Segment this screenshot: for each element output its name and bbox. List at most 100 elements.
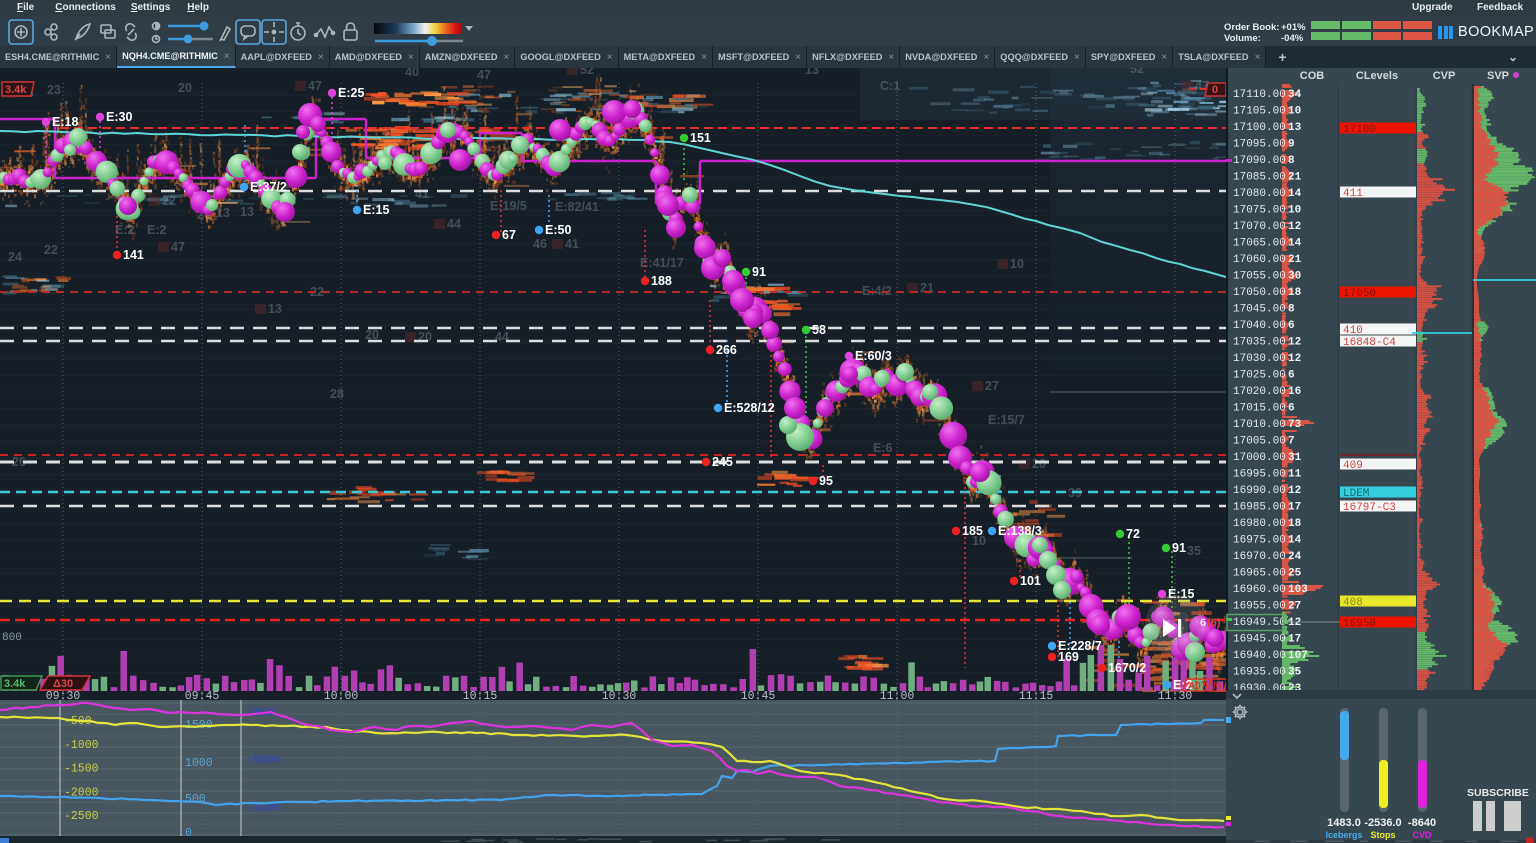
- svg-text:73: 73: [1288, 419, 1302, 431]
- svg-text:(6): (6): [1207, 617, 1221, 629]
- svg-text:409: 409: [1343, 460, 1363, 472]
- svg-text:Δ30: Δ30: [53, 678, 73, 690]
- svg-text:41: 41: [565, 237, 579, 251]
- svg-text:16990.00: 16990.00: [1233, 485, 1286, 497]
- svg-text:22: 22: [310, 285, 324, 299]
- svg-text:E:138/3: E:138/3: [998, 524, 1042, 538]
- svg-text:17050.00: 17050.00: [1233, 287, 1286, 299]
- svg-text:12: 12: [1288, 485, 1301, 497]
- svg-text:13: 13: [240, 205, 254, 219]
- svg-text:17050: 17050: [1343, 288, 1376, 300]
- svg-text:E:4/2: E:4/2: [862, 284, 892, 298]
- svg-text:E:15/7: E:15/7: [988, 413, 1025, 427]
- svg-text:91: 91: [1172, 541, 1186, 555]
- svg-text:44: 44: [447, 217, 461, 231]
- svg-text:E:2: E:2: [115, 223, 135, 237]
- svg-text:-1500: -1500: [64, 763, 99, 776]
- svg-text:500: 500: [185, 793, 206, 806]
- svg-text:41: 41: [415, 187, 429, 201]
- svg-text:16940.00: 16940.00: [1233, 650, 1286, 662]
- svg-text:E:30: E:30: [106, 110, 132, 124]
- svg-text:CVD: CVD: [1412, 830, 1432, 840]
- svg-text:17080.00: 17080.00: [1233, 188, 1286, 200]
- svg-text:SVP: SVP: [1487, 70, 1509, 82]
- svg-text:17010.00: 17010.00: [1233, 419, 1286, 431]
- svg-text:9: 9: [1288, 139, 1295, 151]
- svg-text:SUBSCRIBE: SUBSCRIBE: [1467, 787, 1529, 799]
- svg-text:22: 22: [44, 243, 58, 257]
- svg-text:16975.00: 16975.00: [1233, 535, 1286, 547]
- svg-text:21: 21: [1288, 172, 1302, 184]
- svg-text:67: 67: [502, 228, 516, 242]
- svg-text:18: 18: [1288, 287, 1302, 299]
- svg-text:16965.00: 16965.00: [1233, 568, 1286, 580]
- svg-text:16995.00: 16995.00: [1233, 469, 1286, 481]
- svg-text:410: 410: [1343, 325, 1363, 337]
- svg-text:26: 26: [12, 455, 26, 469]
- svg-text:35: 35: [1187, 544, 1201, 558]
- svg-text:A07: A07: [1188, 681, 1207, 692]
- svg-text:17090.00: 17090.00: [1233, 155, 1286, 167]
- svg-text:169: 169: [1058, 650, 1079, 664]
- svg-text:30: 30: [1288, 271, 1301, 283]
- svg-text:E:15: E:15: [363, 203, 389, 217]
- svg-text:-5000: -5000: [246, 754, 281, 767]
- svg-text:E:25: E:25: [338, 86, 364, 100]
- svg-text:25: 25: [1288, 568, 1302, 580]
- svg-text:E:37/2: E:37/2: [250, 180, 287, 194]
- svg-text:17100.00: 17100.00: [1233, 122, 1286, 134]
- svg-text:C:1: C:1: [880, 79, 900, 93]
- svg-text:23: 23: [47, 83, 61, 97]
- svg-text:11:15: 11:15: [1019, 690, 1054, 703]
- svg-text:40: 40: [405, 65, 419, 79]
- svg-text:09:45: 09:45: [185, 690, 220, 703]
- svg-text:12: 12: [1288, 617, 1301, 629]
- svg-text:47: 47: [171, 240, 185, 254]
- svg-text:16955.00: 16955.00: [1233, 601, 1286, 613]
- svg-text:17040.00: 17040.00: [1233, 320, 1286, 332]
- svg-text:E:528/12: E:528/12: [724, 401, 775, 415]
- svg-text:10: 10: [1288, 106, 1301, 118]
- svg-text:-1000: -1000: [64, 739, 99, 752]
- svg-text:17105.00: 17105.00: [1233, 106, 1286, 118]
- svg-text:58: 58: [812, 323, 826, 337]
- svg-text:12: 12: [1288, 337, 1301, 349]
- svg-text:16949.50: 16949.50: [1233, 617, 1286, 629]
- svg-text:8: 8: [1288, 304, 1295, 316]
- svg-text:107: 107: [1288, 650, 1308, 662]
- svg-text:35: 35: [1288, 667, 1302, 679]
- svg-text:27: 27: [1288, 601, 1301, 613]
- svg-text:47: 47: [477, 68, 491, 82]
- svg-text:10:15: 10:15: [463, 690, 498, 703]
- svg-text:17030.00: 17030.00: [1233, 353, 1286, 365]
- svg-text:16960.00: 16960.00: [1233, 584, 1286, 596]
- svg-text:185: 185: [962, 524, 983, 538]
- svg-text:10:00: 10:00: [324, 690, 359, 703]
- svg-text:22: 22: [162, 194, 176, 208]
- svg-text:17100: 17100: [1343, 124, 1376, 136]
- svg-text:E:41/17: E:41/17: [640, 256, 684, 270]
- svg-text:411: 411: [1343, 188, 1363, 200]
- svg-text:10: 10: [1010, 257, 1024, 271]
- svg-text:21: 21: [1288, 254, 1302, 266]
- svg-text:31: 31: [1288, 452, 1302, 464]
- svg-text:10:30: 10:30: [602, 690, 637, 703]
- svg-text:LDEM: LDEM: [1343, 488, 1369, 500]
- svg-text:E:19/5: E:19/5: [490, 199, 527, 213]
- svg-text:17110.00: 17110.00: [1233, 89, 1286, 101]
- svg-text:17085.00: 17085.00: [1233, 172, 1286, 184]
- svg-text:11:00: 11:00: [880, 690, 915, 703]
- svg-text:13: 13: [1288, 122, 1302, 134]
- svg-text:24: 24: [8, 250, 22, 264]
- svg-text:-2536.0: -2536.0: [1364, 817, 1401, 829]
- svg-text:0: 0: [1212, 84, 1218, 96]
- svg-text:E:228/7: E:228/7: [1058, 639, 1102, 653]
- svg-text:/0: /0: [1213, 681, 1222, 692]
- svg-text:16985.00: 16985.00: [1233, 502, 1286, 514]
- svg-text:E:82/41: E:82/41: [555, 200, 599, 214]
- svg-text:103: 103: [1288, 584, 1308, 596]
- svg-text:17075.00: 17075.00: [1233, 205, 1286, 217]
- svg-text:6: 6: [1288, 320, 1295, 332]
- svg-text:E:60/3: E:60/3: [855, 349, 892, 363]
- svg-text:16848-C4: 16848-C4: [1343, 337, 1396, 349]
